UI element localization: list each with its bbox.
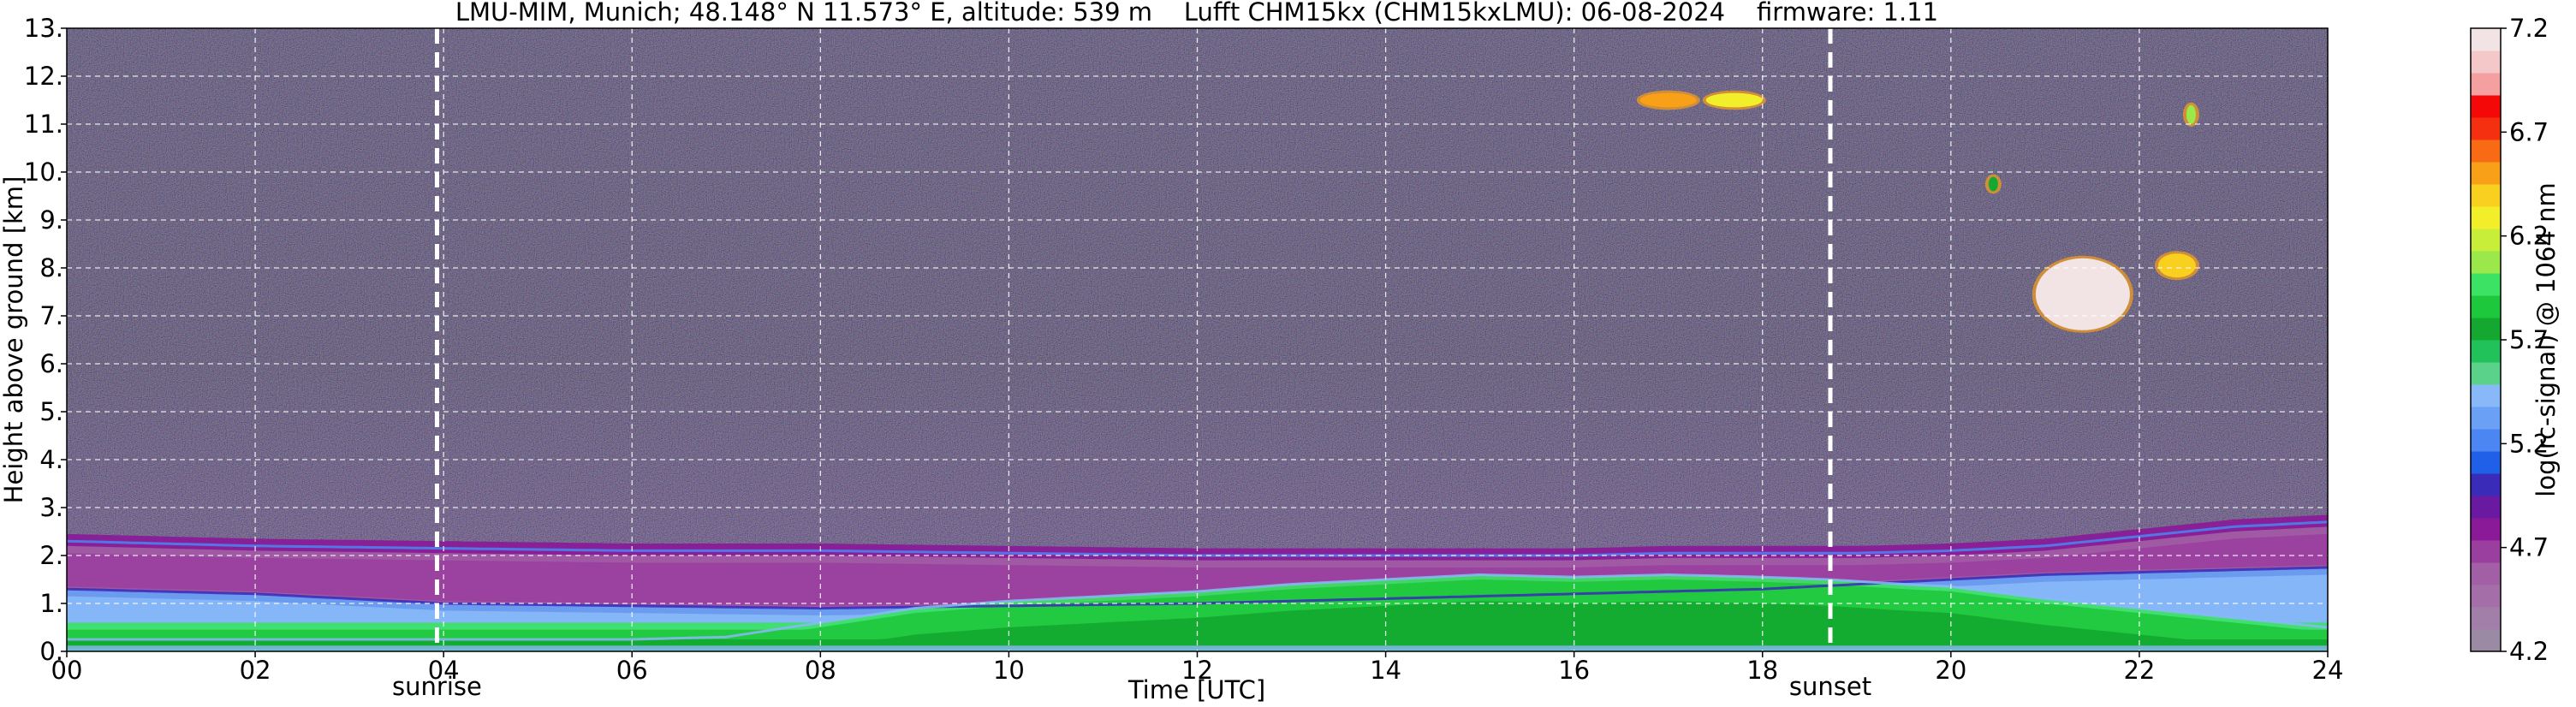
colorbar-label: log(rc-signal) @ 1064 nm [2531, 182, 2561, 496]
cloud-core [1639, 92, 1697, 108]
colorbar-segment [2471, 251, 2501, 274]
colorbar-segment [2471, 473, 2501, 496]
x-tick-label: 04 [428, 656, 460, 685]
x-tick-label: 24 [2312, 656, 2344, 685]
colorbar-segment [2471, 206, 2501, 229]
x-tick-label: 22 [2123, 656, 2155, 685]
x-tick-label: 14 [1370, 656, 1401, 685]
y-tick-label: 9. [39, 205, 63, 235]
colorbar-segment [2471, 295, 2501, 318]
x-tick-label: 10 [993, 656, 1025, 685]
y-axis-ticks: 0. 1. 2. 3. 4. 5. 6. 7. 8. 9. 10. 11. 12. 13. [24, 14, 67, 666]
colorbar-segment [2471, 50, 2501, 74]
colorbar-segment [2471, 585, 2501, 608]
colorbar-segment [2471, 496, 2501, 519]
cloud-core [2186, 104, 2196, 124]
colorbar-segment [2471, 28, 2501, 51]
colorbar-segment [2471, 340, 2501, 363]
colorbar-segment [2471, 184, 2501, 207]
plot-area [67, 28, 2328, 651]
colorbar-segment [2471, 162, 2501, 185]
colorbar-segment [2471, 140, 2501, 163]
grid [67, 28, 2328, 651]
event-label-sunrise: sunrise [392, 672, 482, 701]
cloud-core [1988, 176, 1998, 192]
y-tick-label: 13. [24, 14, 63, 43]
cloud-core [2157, 253, 2196, 278]
colorbar-segment [2471, 518, 2501, 541]
cloud-core [2035, 258, 2130, 330]
y-tick-label: 3. [39, 493, 63, 522]
colorbar-tick-label: 4.2 [2509, 637, 2549, 666]
event-label-sunset: sunset [1789, 672, 1871, 701]
colorbar-segment [2471, 229, 2501, 252]
y-tick-label: 5. [39, 397, 63, 426]
y-tick-label: 7. [39, 301, 63, 330]
colorbar-tick-label: 6.7 [2509, 117, 2549, 146]
x-tick-label: 08 [805, 656, 836, 685]
chart-title: LMU-MIM, Munich; 48.148° N 11.573° E, al… [455, 0, 1938, 27]
colorbar-tick-label: 6.2 [2509, 222, 2549, 251]
colorbar-segment [2471, 362, 2501, 385]
y-tick-label: 11. [24, 110, 63, 139]
colorbar-segment [2471, 117, 2501, 140]
x-tick-label: 20 [1935, 656, 1966, 685]
colorbar-segment [2471, 629, 2501, 652]
event-labels: sunrise sunset [392, 672, 1871, 701]
colorbar-segment [2471, 95, 2501, 118]
colorbar-tick-label: 5.2 [2509, 429, 2549, 458]
y-tick-label: 10. [24, 157, 63, 187]
x-tick-label: 00 [51, 656, 83, 685]
x-tick-label: 02 [240, 656, 271, 685]
y-tick-label: 0. [39, 637, 63, 666]
colorbar-segment [2471, 429, 2501, 452]
colorbar-segment [2471, 407, 2501, 430]
y-tick-label: 4. [39, 445, 63, 474]
x-axis-ticks: 00 02 04 06 08 10 12 14 16 18 20 22 24 [51, 651, 2344, 685]
x-tick-label: 16 [1558, 656, 1590, 685]
colorbar-segment [2471, 540, 2501, 563]
cloud-core [1705, 92, 1763, 108]
colorbar-tick-label: 7.2 [2509, 14, 2549, 43]
y-tick-label: 2. [39, 541, 63, 570]
colorbar-segment [2471, 273, 2501, 296]
y-tick-label: 12. [24, 62, 63, 91]
near-ground-strip [67, 645, 2328, 651]
colorbar-segment [2471, 607, 2501, 630]
x-tick-label: 06 [616, 656, 648, 685]
colorbar-tick-label: 5.7 [2509, 325, 2549, 354]
y-axis-label: Height above ground [km] [0, 176, 28, 504]
x-tick-label: 12 [1181, 656, 1213, 685]
colorbar-tick-label: 4.7 [2509, 533, 2549, 562]
colorbar-segment [2471, 73, 2501, 96]
event-lines [434, 28, 1833, 651]
colorbar-segment [2471, 451, 2501, 474]
colorbar: 4.2 4.7 5.2 5.7 6.2 6.7 7.2 [2470, 14, 2549, 666]
colorbar-segment [2471, 384, 2501, 407]
y-tick-label: 8. [39, 253, 63, 282]
colorbar-segment [2471, 562, 2501, 585]
y-tick-label: 1. [39, 589, 63, 618]
colorbar-segment [2471, 318, 2501, 341]
cloud-returns [1636, 90, 2199, 333]
x-tick-label: 18 [1746, 656, 1778, 685]
x-axis-label: Time [UTC] [1127, 675, 1265, 704]
y-tick-label: 6. [39, 349, 63, 378]
